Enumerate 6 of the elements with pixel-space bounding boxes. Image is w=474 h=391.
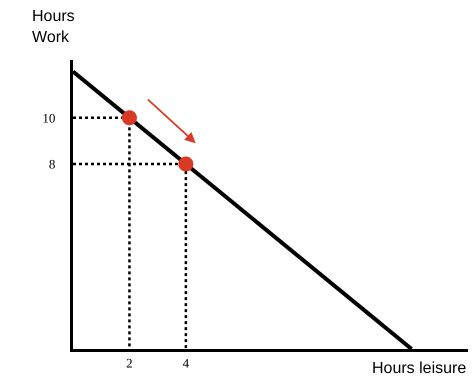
x-axis-title: Hours leisure [372, 360, 466, 377]
y-axis-title: Hours Work [32, 8, 75, 46]
x-tick-label: 2 [126, 356, 133, 371]
y-tick-label: 10 [42, 110, 56, 126]
x-tick-label: 4 [182, 356, 190, 371]
y-tick-label: 8 [48, 156, 56, 172]
